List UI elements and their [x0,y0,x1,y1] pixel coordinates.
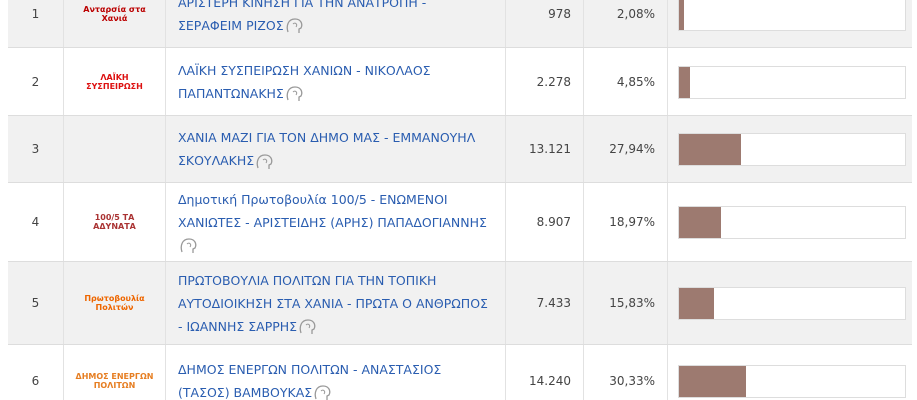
result-row: 6 ΔΗΜΟΣ ΕΝΕΡΓΩΝ ΠΟΛΙΤΩΝ ΔΗΜΟΣ ΕΝΕΡΓΩΝ ΠΟΛΙ… [8,345,912,400]
result-row: 1 Ανταρσία στα Χανιά ΑΡΙΣΤΕΡΗ ΚΙΝΗΣΗ ΓΙΑ Τ… [8,0,912,48]
logo-text: Ανταρσία στα Χανιά [83,4,146,23]
logo-text: Πρωτοβουλία Πολιτών [84,294,145,312]
party-logo: Πρωτοβουλία Πολιτών [64,262,166,344]
party-logo: ΛΑΪΚΗ ΣΥΣΠΕΙΡΩΣΗ [64,48,166,115]
votes: 13.121 [506,116,584,182]
percent-bar [679,288,715,319]
rank: 5 [8,262,64,344]
percent: 2,08% [584,0,668,47]
bar-track [678,206,906,239]
party-logo: 100/5 ΤΑ ΑΔΥΝΑΤΑ [64,183,166,261]
percent: 30,33% [584,345,668,400]
percent-bar [679,134,742,165]
logo-text: ΔΗΜΟΣ ΕΝΕΡΓΩΝ ΠΟΛΙΤΩΝ [75,371,154,390]
candidate-link[interactable]: ΔΗΜΟΣ ΕΝΕΡΓΩΝ ΠΟΛΙΤΩΝ - ΑΝΑΣΤΑΣΙΟΣ (ΤΑΣΟ… [178,361,442,400]
votes: 14.240 [506,345,584,400]
percent-bar [679,365,747,397]
rank: 3 [8,116,64,182]
result-row: 2 ΛΑΪΚΗ ΣΥΣΠΕΙΡΩΣΗ ΛΑΪΚΗ ΣΥΣΠΕΙΡΩΣΗ ΧΑΝΙΩΝ… [8,48,912,116]
logo-text: ΛΑΪΚΗ ΣΥΣΠΕΙΡΩΣΗ [86,72,143,91]
result-row: 3 ΧΑΝΙΑ ΜΑΖΙ ΓΙΑ ΤΟΝ ΔΗΜΟ ΜΑΣ - ΕΜΜΑΝΟΥΗΛ… [8,116,912,183]
candidate-name[interactable]: ΔΗΜΟΣ ΕΝΕΡΓΩΝ ΠΟΛΙΤΩΝ - ΑΝΑΣΤΑΣΙΟΣ (ΤΑΣΟ… [166,345,506,400]
percent-bar [679,207,722,238]
rank: 2 [8,48,64,115]
votes: 8.907 [506,183,584,261]
candidate-name[interactable]: ΑΡΙΣΤΕΡΗ ΚΙΝΗΣΗ ΓΙΑ ΤΗΝ ΑΝΑΤΡΟΠΗ - ΣΕΡΑΦ… [166,0,506,47]
bar-track [678,0,906,31]
rank: 6 [8,345,64,400]
bar-track [678,133,906,166]
votes: 7.433 [506,262,584,344]
candidate-link[interactable]: Δημοτική Πρωτοβουλία 100/5 - ΕΝΩΜΕΝΟΙ ΧΑ… [178,191,487,230]
percent-bar [679,66,690,98]
votes: 978 [506,0,584,47]
bar-track [678,287,906,320]
party-logo: ΔΗΜΟΣ ΕΝΕΡΓΩΝ ΠΟΛΙΤΩΝ [64,345,166,400]
result-row: 5 Πρωτοβουλία Πολιτών ΠΡΩΤΟΒΟΥΛΙΑ ΠΟΛΙΤΩΝ … [8,262,912,345]
candidate-name[interactable]: ΛΑΪΚΗ ΣΥΣΠΕΙΡΩΣΗ ΧΑΝΙΩΝ - ΝΙΚΟΛΑΟΣ ΠΑΠΑΝ… [166,48,506,115]
candidate-name[interactable]: Δημοτική Πρωτοβουλία 100/5 - ΕΝΩΜΕΝΟΙ ΧΑ… [166,183,506,261]
bar-track [678,65,906,99]
rank: 4 [8,183,64,261]
candidate-name[interactable]: ΠΡΩΤΟΒΟΥΛΙΑ ΠΟΛΙΤΩΝ ΓΙΑ ΤΗΝ ΤΟΠΙΚΗ ΑΥΤΟΔ… [166,262,506,344]
candidate-link[interactable]: ΑΡΙΣΤΕΡΗ ΚΙΝΗΣΗ ΓΙΑ ΤΗΝ ΑΝΑΤΡΟΠΗ - ΣΕΡΑΦ… [178,0,427,33]
rank: 1 [8,0,64,47]
percent: 15,83% [584,262,668,344]
candidate-link[interactable]: ΛΑΪΚΗ ΣΥΣΠΕΙΡΩΣΗ ΧΑΝΙΩΝ - ΝΙΚΟΛΑΟΣ ΠΑΠΑΝ… [178,62,431,101]
percent: 18,97% [584,183,668,261]
logo-text: 100/5 ΤΑ ΑΔΥΝΑΤΑ [93,213,136,231]
candidate-link[interactable]: ΠΡΩΤΟΒΟΥΛΙΑ ΠΟΛΙΤΩΝ ΓΙΑ ΤΗΝ ΤΟΠΙΚΗ ΑΥΤΟΔ… [178,272,488,334]
candidate-name[interactable]: ΧΑΝΙΑ ΜΑΖΙ ΓΙΑ ΤΟΝ ΔΗΜΟ ΜΑΣ - ΕΜΜΑΝΟΥΗΛ … [166,116,506,182]
result-row: 4 100/5 ΤΑ ΑΔΥΝΑΤΑ Δημοτική Πρωτοβουλία 10… [8,183,912,262]
percent-bar [679,0,684,30]
candidate-link[interactable]: ΧΑΝΙΑ ΜΑΖΙ ΓΙΑ ΤΟΝ ΔΗΜΟ ΜΑΣ - ΕΜΜΑΝΟΥΗΛ … [178,130,476,168]
party-logo [64,116,166,182]
percent: 4,85% [584,48,668,115]
party-logo: Ανταρσία στα Χανιά [64,0,166,47]
votes: 2.278 [506,48,584,115]
bar-track [678,364,906,398]
percent: 27,94% [584,116,668,182]
